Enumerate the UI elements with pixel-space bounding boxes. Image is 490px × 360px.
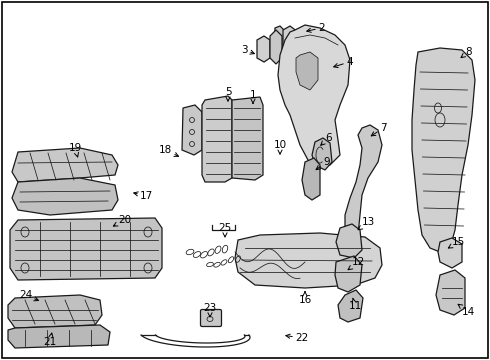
Text: 10: 10	[273, 140, 287, 154]
Text: 17: 17	[134, 191, 153, 201]
Polygon shape	[10, 218, 162, 280]
Text: 18: 18	[159, 145, 178, 156]
Polygon shape	[12, 178, 118, 215]
Text: 19: 19	[69, 143, 82, 157]
Polygon shape	[270, 30, 282, 64]
Text: 1: 1	[250, 90, 256, 103]
Text: 22: 22	[286, 333, 308, 343]
Text: 8: 8	[461, 47, 472, 58]
Polygon shape	[412, 48, 475, 252]
Text: 13: 13	[358, 217, 375, 230]
Text: 20: 20	[113, 215, 131, 226]
Polygon shape	[182, 105, 202, 155]
Text: 4: 4	[334, 57, 353, 68]
Text: 23: 23	[203, 303, 217, 317]
Polygon shape	[235, 233, 382, 288]
Text: 2: 2	[307, 23, 325, 33]
Text: 6: 6	[321, 133, 332, 145]
Polygon shape	[312, 138, 332, 170]
Polygon shape	[338, 290, 363, 322]
Text: 15: 15	[448, 237, 465, 248]
Polygon shape	[278, 25, 350, 168]
Text: 7: 7	[371, 123, 387, 136]
Polygon shape	[436, 270, 465, 315]
Text: 14: 14	[458, 304, 475, 317]
Polygon shape	[274, 26, 284, 57]
Text: 16: 16	[298, 292, 312, 305]
Polygon shape	[202, 96, 232, 182]
Polygon shape	[232, 97, 263, 180]
FancyBboxPatch shape	[200, 310, 221, 327]
Polygon shape	[283, 26, 298, 68]
Text: 9: 9	[316, 157, 330, 170]
Text: 11: 11	[348, 298, 362, 311]
Polygon shape	[250, 102, 261, 125]
Polygon shape	[8, 325, 110, 348]
Polygon shape	[335, 256, 362, 292]
Text: 21: 21	[44, 333, 57, 347]
Text: 25: 25	[219, 223, 232, 237]
Text: 3: 3	[242, 45, 254, 55]
Polygon shape	[296, 52, 318, 90]
Polygon shape	[302, 158, 320, 200]
Polygon shape	[345, 125, 382, 238]
Polygon shape	[12, 148, 118, 182]
Text: 24: 24	[19, 290, 38, 301]
Text: 5: 5	[225, 87, 231, 101]
Text: 12: 12	[348, 257, 365, 270]
Polygon shape	[336, 224, 362, 258]
Polygon shape	[438, 238, 462, 268]
Polygon shape	[257, 36, 270, 62]
Polygon shape	[8, 295, 102, 328]
